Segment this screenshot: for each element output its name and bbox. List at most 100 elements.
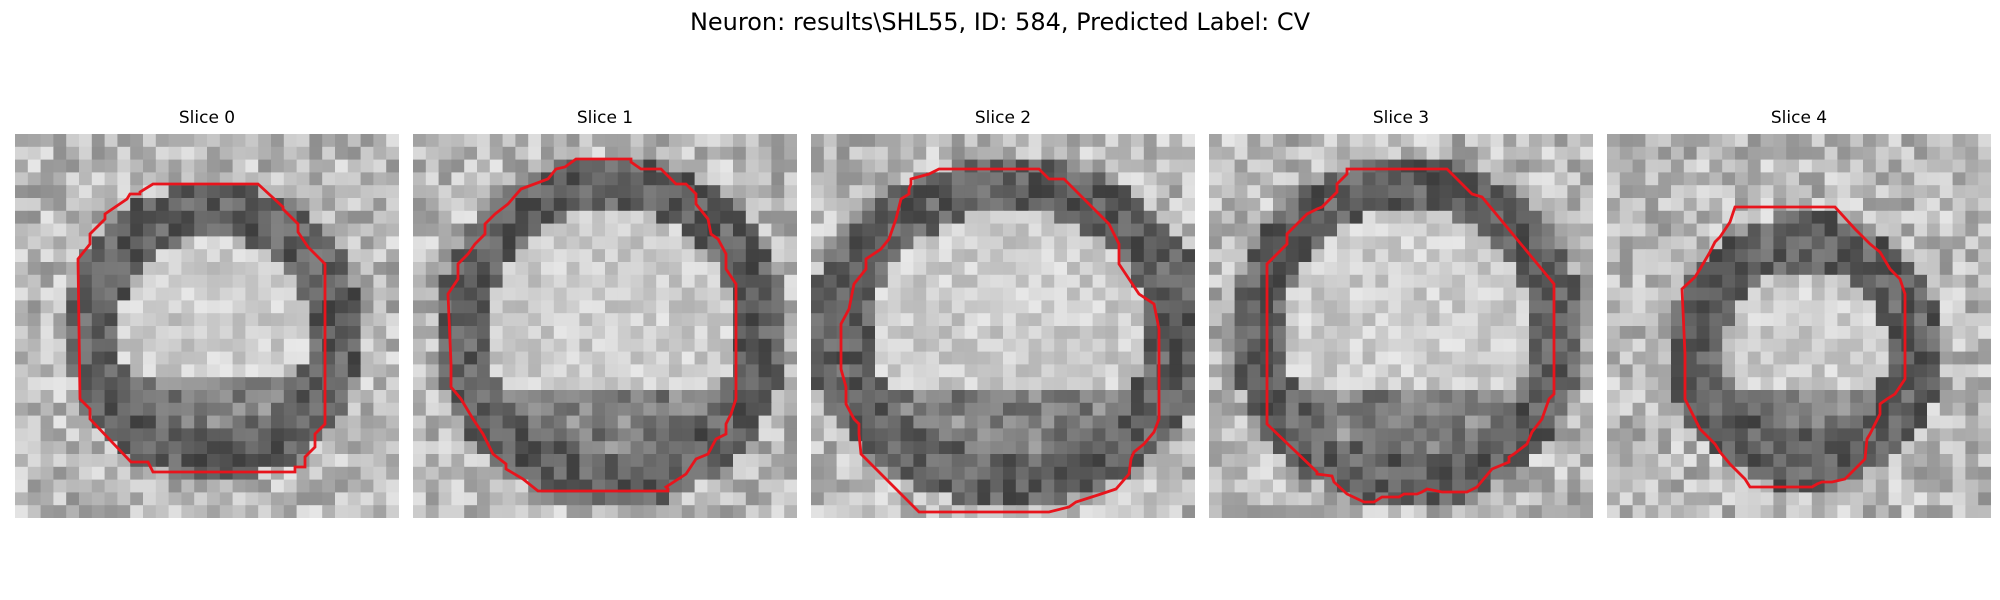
pixel (1554, 262, 1568, 276)
pixel (1028, 262, 1042, 276)
pixel (1645, 390, 1659, 404)
pixel (1041, 364, 1055, 378)
pixel (1067, 210, 1081, 225)
pixel (1799, 236, 1813, 250)
pixel (1850, 402, 1864, 417)
pixel (592, 313, 606, 327)
pixel (1580, 364, 1593, 378)
pixel (1426, 198, 1440, 212)
pixel (1490, 390, 1504, 404)
pixel (347, 390, 362, 404)
pixel (1978, 159, 1991, 173)
pixel (1503, 287, 1517, 301)
pixel (219, 146, 234, 161)
pixel (1850, 300, 1864, 314)
pixel (1939, 313, 1954, 327)
pixel (360, 390, 374, 404)
pixel (1439, 338, 1453, 353)
pixel (1452, 479, 1466, 493)
pixel (232, 479, 246, 493)
pixel (1914, 441, 1928, 455)
pixel (155, 159, 170, 173)
pixel (438, 274, 452, 289)
pixel (1529, 492, 1543, 506)
pixel (1028, 134, 1042, 148)
pixel (1234, 390, 1248, 404)
pixel (1773, 210, 1787, 225)
pixel (758, 223, 772, 237)
pixel (1041, 313, 1055, 327)
pixel (1465, 223, 1479, 237)
pixel (1413, 466, 1428, 481)
pixel (1747, 492, 1762, 506)
pixel (207, 351, 221, 365)
pixel (836, 492, 850, 506)
pixel (477, 274, 491, 289)
pixel (194, 351, 208, 365)
pixel (1632, 364, 1646, 378)
pixel (40, 313, 54, 327)
pixel (1580, 262, 1593, 276)
pixel (1477, 441, 1492, 455)
pixel (862, 479, 876, 493)
pixel (1927, 479, 1941, 493)
pixel (643, 172, 657, 186)
pixel (245, 274, 259, 289)
pixel (477, 146, 491, 161)
pixel (168, 466, 182, 481)
pixel (219, 223, 234, 237)
pixel (1015, 466, 1030, 481)
pixel (771, 172, 785, 186)
pixel (669, 236, 683, 250)
slice-image-svg (1607, 134, 1991, 518)
pixel (990, 428, 1004, 442)
pixel (913, 466, 927, 481)
pixel (1375, 249, 1389, 263)
pixel (1131, 326, 1145, 340)
pixel (258, 402, 272, 417)
pixel (694, 300, 708, 314)
pixel (451, 454, 465, 468)
pixel (1965, 274, 1979, 289)
pixel (27, 454, 42, 468)
pixel (40, 428, 54, 442)
pixel (79, 134, 93, 148)
pixel (1452, 236, 1466, 250)
pixel (232, 390, 246, 404)
pixel (951, 134, 966, 148)
pixel (207, 338, 221, 353)
pixel (1786, 338, 1800, 353)
pixel (1580, 390, 1593, 404)
pixel (1105, 172, 1119, 186)
pixel (605, 198, 619, 212)
pixel (1028, 351, 1042, 365)
pixel (1465, 249, 1479, 263)
pixel (1143, 172, 1158, 186)
pixel (1671, 390, 1685, 404)
pixel (1671, 338, 1685, 353)
pixel (1131, 172, 1145, 186)
pixel (40, 159, 54, 173)
pixel (758, 454, 772, 468)
pixel (66, 364, 80, 378)
pixel (541, 351, 555, 365)
pixel (1247, 454, 1261, 468)
pixel (1426, 287, 1440, 301)
pixel (1747, 236, 1762, 250)
pixel (1850, 236, 1864, 250)
pixel (451, 428, 465, 442)
pixel (207, 185, 221, 199)
pixel (1388, 262, 1402, 276)
pixel (425, 249, 440, 263)
pixel (1722, 300, 1736, 314)
pixel (1632, 185, 1646, 199)
pixel (720, 159, 734, 173)
pixel (373, 223, 387, 237)
pixel (926, 479, 940, 493)
pixel (1888, 338, 1902, 353)
pixel (1529, 274, 1543, 289)
pixel (1054, 146, 1068, 161)
pixel (168, 377, 182, 391)
pixel (258, 415, 272, 429)
pixel (1696, 454, 1710, 468)
